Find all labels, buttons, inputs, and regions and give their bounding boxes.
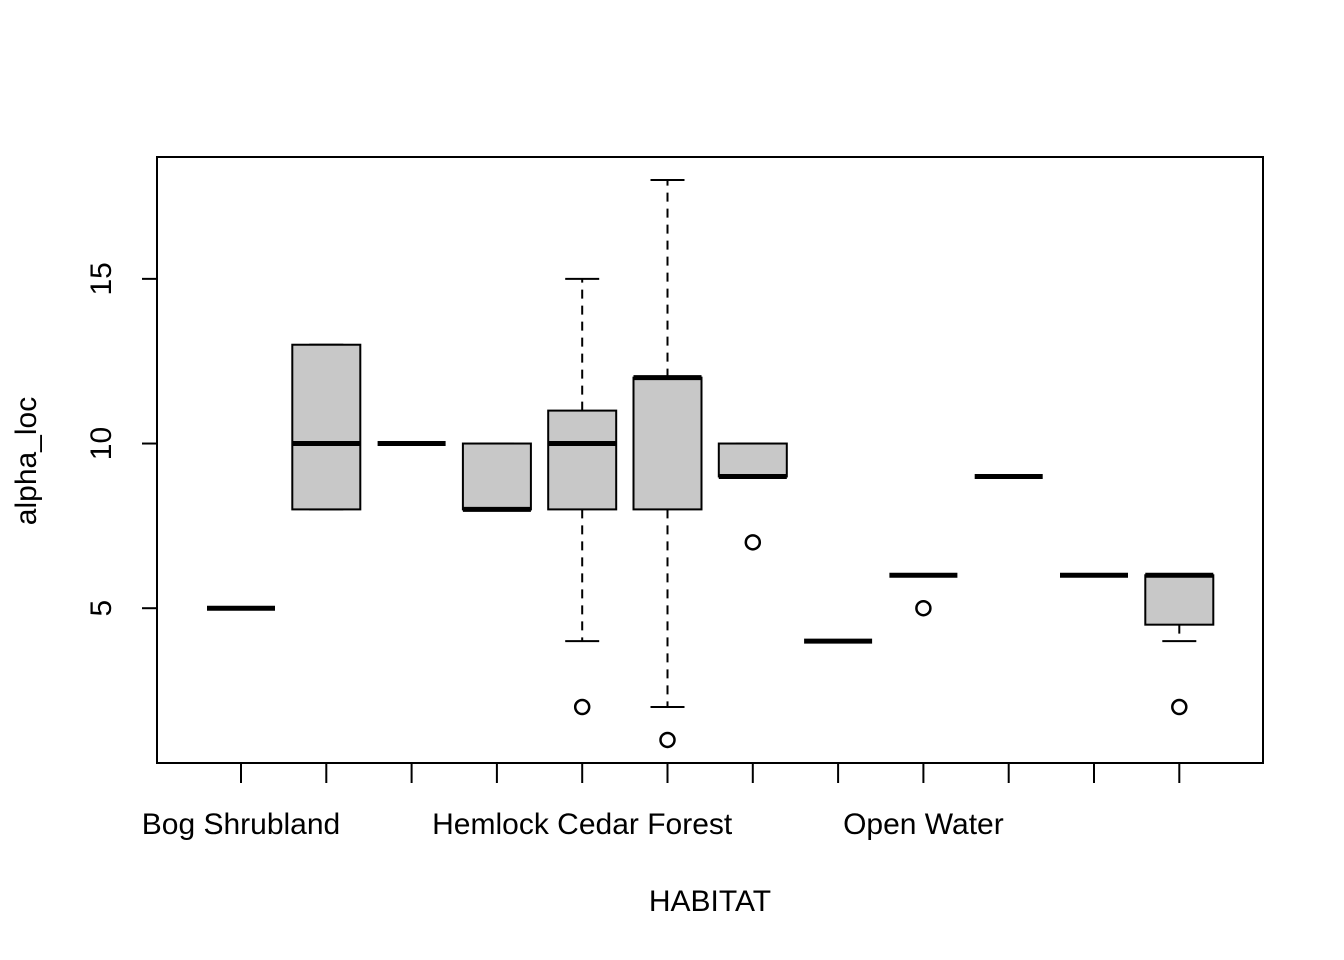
outlier-point: [744, 534, 762, 551]
box: [461, 442, 532, 511]
y-tick-label: 5: [85, 600, 118, 617]
box: [632, 376, 703, 511]
outlier-point: [573, 698, 591, 716]
x-axis-title: HABITAT: [649, 885, 771, 918]
y-axis-title: alpha_loc: [10, 397, 43, 525]
outlier-point: [915, 599, 932, 617]
x-tick-label: Open Water: [843, 808, 1004, 841]
y-tick-label: 10: [85, 427, 118, 460]
box: [547, 409, 618, 511]
plot-frame: [156, 156, 1264, 764]
x-tick-label: Hemlock Cedar Forest: [432, 808, 733, 841]
box: [1144, 574, 1215, 626]
plot-area: 5 10 15 Bog Shrubland Hemlock Cedar Forest Op…: [85, 156, 1264, 841]
box: [717, 442, 788, 478]
y-tick-label: 15: [85, 262, 118, 295]
outlier-point: [659, 731, 676, 749]
x-tick-label: Bog Shrubland: [142, 808, 341, 841]
outlier-point: [1171, 698, 1188, 716]
box: [291, 343, 362, 511]
